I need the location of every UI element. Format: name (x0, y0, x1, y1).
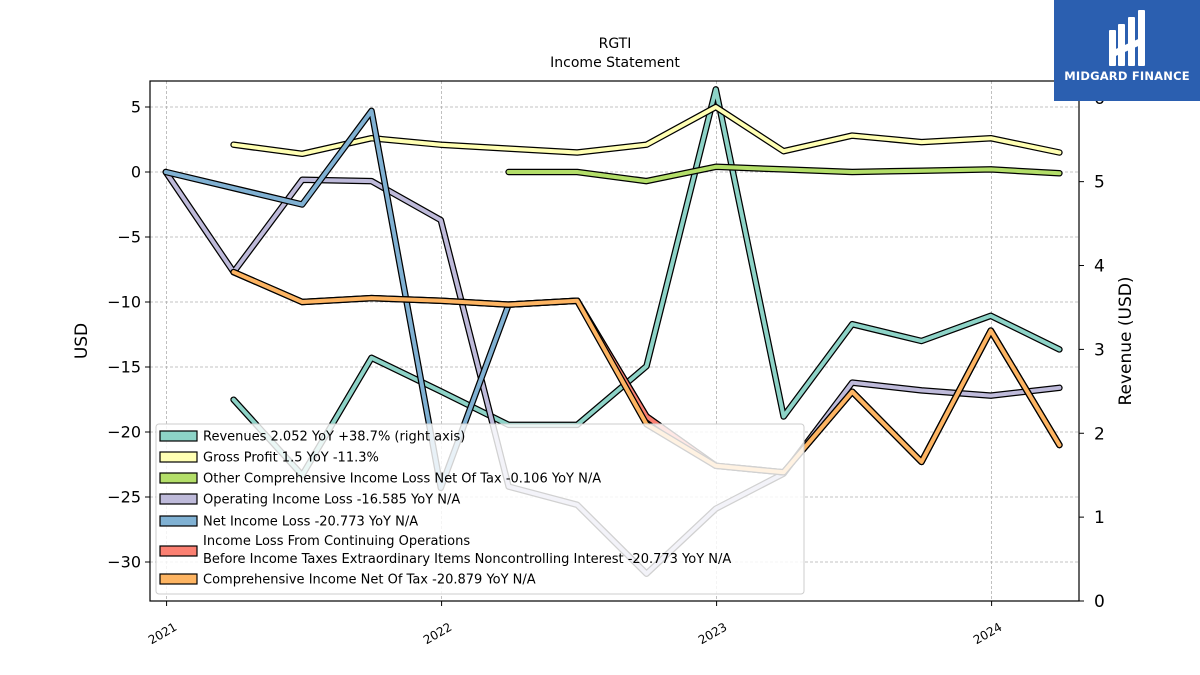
legend-label-0: Revenues 2.052 YoY +38.7% (right axis) (203, 430, 465, 445)
y-tick-label: −15 (107, 358, 141, 377)
logo-mark-icon (1109, 10, 1145, 66)
y2-tick-label: 0 (1094, 592, 1105, 612)
plot-frame (149, 80, 1080, 602)
legend-swatch-0 (159, 430, 198, 442)
y-tick-label: −30 (107, 553, 141, 572)
series-line-0 (231, 87, 1062, 478)
legend-label-2: Other Comprehensive Income Loss Net Of T… (203, 472, 601, 487)
legend: Revenues 2.052 YoY +38.7% (right axis) Gr… (155, 423, 805, 595)
y2-tick-label: 4 (1094, 257, 1105, 277)
y-tick-label: 5 (131, 98, 141, 117)
y2-axis-label: Revenue (USD) (1116, 276, 1136, 405)
series-line-2 (506, 164, 1062, 184)
y-tick-label: −5 (117, 228, 141, 247)
legend-label-6: Comprehensive Income Net Of Tax -20.879 … (203, 573, 536, 588)
y-axis-label: USD (72, 323, 92, 359)
legend-label-4: Net Income Loss -20.773 YoY N/A (203, 515, 418, 530)
legend-swatch-1 (159, 451, 198, 463)
x-tick-label: 2024 (971, 620, 1004, 647)
series-line-1 (231, 105, 1062, 156)
legend-box (155, 423, 805, 595)
y-tick-label: −20 (107, 423, 141, 442)
y-tick-label: 0 (131, 163, 141, 182)
legend-swatch-6 (159, 573, 198, 585)
y-tick-label: −25 (107, 488, 141, 507)
legend-swatch-2 (159, 472, 198, 484)
brand-logo: MIDGARD FINANCE (1054, 0, 1200, 101)
logo-text: MIDGARD FINANCE (1064, 69, 1190, 83)
x-tick-label: 2023 (696, 620, 729, 647)
legend-swatch-3 (159, 493, 198, 505)
chart-title: RGTI (599, 36, 632, 52)
legend-label-5: Before Income Taxes Extraordinary Items … (203, 552, 731, 567)
x-tick-label: 2021 (146, 620, 179, 647)
y2-tick-label: 2 (1094, 424, 1105, 444)
legend-label-1: Gross Profit 1.5 YoY -11.3% (203, 451, 379, 466)
legend-swatch-4 (159, 515, 198, 527)
legend-label-5: Income Loss From Continuing Operations (203, 534, 470, 549)
y2-tick-label: 5 (1094, 173, 1105, 193)
chart-subtitle: Income Statement (550, 55, 680, 71)
y2-tick-label: 3 (1094, 340, 1105, 360)
x-tick-label: 2022 (421, 620, 454, 647)
y2-tick-label: 1 (1094, 508, 1105, 528)
legend-label-3: Operating Income Loss -16.585 YoY N/A (203, 493, 460, 508)
y-tick-label: −10 (107, 293, 141, 312)
legend-swatch-5 (159, 545, 198, 557)
